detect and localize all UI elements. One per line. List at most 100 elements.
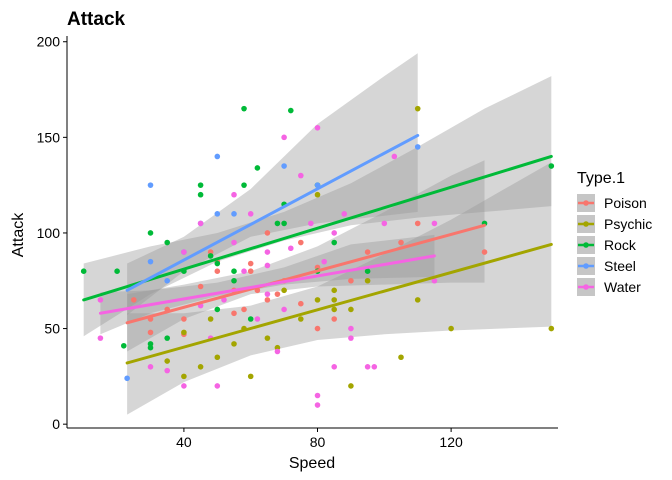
confidence-band-rock xyxy=(83,76,552,337)
point-poison xyxy=(481,249,488,255)
fit-line-rock xyxy=(82,154,553,302)
legend-label-water: Water xyxy=(604,279,641,295)
point-rock xyxy=(197,191,204,198)
y-tick-label: 200 xyxy=(37,34,61,50)
x-tick-label: 80 xyxy=(310,434,326,450)
point-water xyxy=(241,268,247,275)
point-steel xyxy=(214,211,221,217)
point-water xyxy=(314,392,321,399)
point-water xyxy=(341,211,348,217)
legend-key-point-psychic xyxy=(583,221,589,227)
y-tick-label: 100 xyxy=(37,225,61,241)
point-rock xyxy=(147,230,154,236)
point-steel xyxy=(414,144,421,150)
point-psychic xyxy=(231,341,237,347)
point-poison xyxy=(197,283,204,290)
point-rock xyxy=(114,268,120,275)
point-psychic xyxy=(281,287,287,294)
point-water xyxy=(314,402,321,408)
axes: 40 80 120 0 50 100 150 200 xyxy=(37,34,558,450)
point-rock xyxy=(548,163,555,169)
y-tick-label: 50 xyxy=(44,321,60,337)
x-tick-label: 120 xyxy=(439,434,463,450)
confidence-band-psychic xyxy=(127,162,552,415)
point-steel xyxy=(147,182,154,188)
point-rock xyxy=(147,341,154,347)
point-psychic xyxy=(298,316,304,322)
point-water xyxy=(97,297,104,303)
point-rock xyxy=(241,182,247,188)
point-rock xyxy=(241,105,247,112)
point-psychic xyxy=(314,191,321,198)
legend: Type.1 Poison Psychic Rock Steel Water xyxy=(577,170,652,296)
point-poison xyxy=(247,268,254,275)
point-psychic xyxy=(214,354,221,361)
point-rock xyxy=(164,335,171,341)
point-water xyxy=(431,220,438,227)
point-rock xyxy=(214,260,221,267)
chart-title: Attack xyxy=(67,9,126,30)
point-rock xyxy=(281,220,287,227)
point-water xyxy=(348,335,354,341)
point-steel xyxy=(164,277,171,284)
y-tick-label: 150 xyxy=(37,129,61,145)
point-water xyxy=(431,277,438,284)
fit-line-water xyxy=(98,254,436,315)
point-steel xyxy=(124,375,130,382)
point-poison xyxy=(348,277,354,284)
point-rock xyxy=(197,182,204,188)
fit-lines xyxy=(82,133,553,365)
fit-line-poison xyxy=(125,223,487,325)
point-psychic xyxy=(247,373,254,380)
point-water xyxy=(181,383,187,389)
point-rock xyxy=(364,268,371,275)
point-psychic xyxy=(414,297,421,303)
point-poison xyxy=(398,239,404,246)
point-poison xyxy=(264,230,271,236)
point-water xyxy=(308,220,314,227)
point-psychic xyxy=(164,358,171,364)
point-psychic xyxy=(414,105,421,112)
point-water xyxy=(371,364,378,370)
point-rock xyxy=(231,268,237,275)
point-psychic xyxy=(207,316,214,322)
point-psychic xyxy=(314,297,321,303)
point-water xyxy=(264,249,271,255)
point-water xyxy=(331,364,338,370)
confidence-band-poison xyxy=(127,160,485,352)
point-psychic xyxy=(197,364,204,370)
point-rock xyxy=(207,253,214,259)
point-rock xyxy=(247,316,254,322)
point-psychic xyxy=(181,329,187,336)
point-water xyxy=(247,211,254,217)
legend-title: Type.1 xyxy=(577,170,625,187)
point-rock xyxy=(254,165,261,171)
point-poison xyxy=(331,316,338,322)
fit-line-steel xyxy=(125,133,420,292)
point-poison xyxy=(414,220,421,227)
legend-label-rock: Rock xyxy=(604,237,637,253)
point-poison xyxy=(241,306,247,313)
point-water xyxy=(231,239,237,246)
point-poison xyxy=(147,329,154,336)
point-water xyxy=(231,191,237,198)
point-water xyxy=(321,258,327,265)
point-psychic xyxy=(181,373,187,380)
point-poison xyxy=(314,325,321,332)
point-poison xyxy=(231,310,237,317)
point-steel xyxy=(281,163,287,169)
point-psychic xyxy=(398,354,404,361)
point-poison xyxy=(298,300,304,307)
point-psychic xyxy=(264,335,271,341)
point-water xyxy=(274,348,281,355)
point-rock xyxy=(331,239,338,246)
point-psychic xyxy=(331,287,338,294)
point-water xyxy=(331,230,338,236)
point-poison xyxy=(364,249,371,255)
x-axis-title: Speed xyxy=(289,455,335,472)
point-water xyxy=(364,364,371,370)
point-water xyxy=(164,367,171,374)
point-rock xyxy=(274,220,281,227)
point-water xyxy=(264,291,271,297)
